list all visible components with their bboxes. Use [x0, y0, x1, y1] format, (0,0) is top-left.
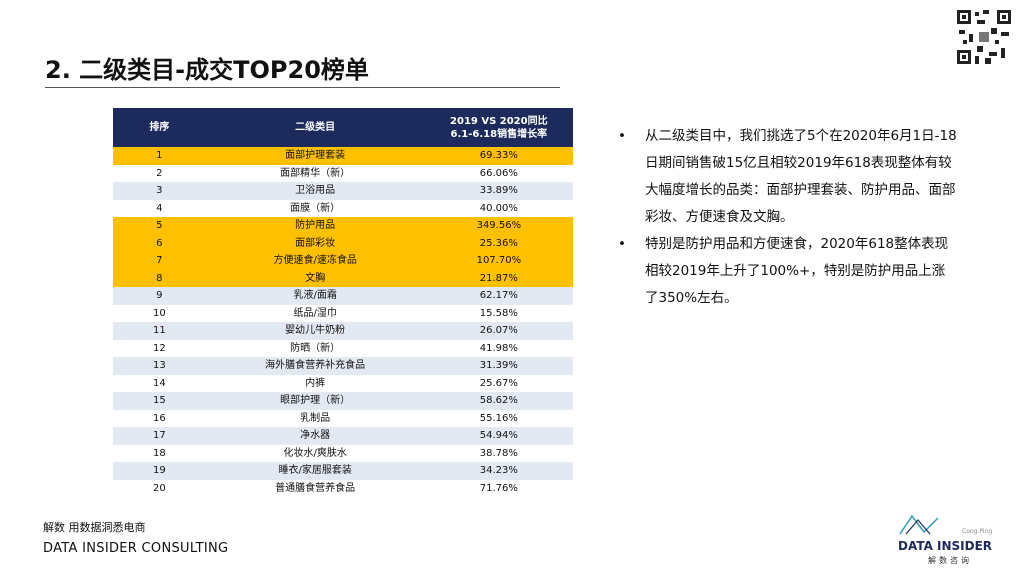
table-row: 14 内裤 25.67% — [113, 375, 573, 393]
column-header: 二级类目 — [205, 108, 425, 147]
table-cell: 净水器 — [205, 427, 425, 445]
table-cell: 乳液/面霜 — [205, 287, 425, 305]
bullet-item: 从二级类目中，我们挑选了5个在2020年6月1日-18日期间销售破15亿且相较2… — [618, 123, 958, 231]
table-row: 11 婴幼儿牛奶粉 26.07% — [113, 322, 573, 340]
table-cell: 19 — [113, 462, 206, 480]
table-row: 12 防晒（新） 41.98% — [113, 340, 573, 358]
table-row: 17 净水器 54.94% — [113, 427, 573, 445]
table-cell: 面膜（新） — [290, 202, 341, 214]
table-row: 1 面部护理套装 69.33% — [113, 147, 573, 165]
column-header: 2019 VS 2020同比 6.1-6.18销售增长率 — [424, 108, 573, 147]
table-cell: 纸品/湿巾 — [293, 307, 337, 319]
footer-tagline: 解数 用数据洞悉电商 — [43, 521, 146, 534]
qr-code — [955, 8, 1013, 66]
table-cell: 7 — [113, 252, 206, 270]
table-cell: 15.58% — [479, 307, 518, 319]
table-row: 9 乳液/面霜 62.17% — [113, 287, 573, 305]
table-cell: 16 — [152, 412, 166, 424]
table-cell: 349.56% — [424, 217, 573, 235]
table-cell: 38.78% — [479, 447, 518, 459]
table-cell: 普通膳食营养食品 — [275, 482, 356, 494]
table-row: 13 海外膳食营养补充食品 31.39% — [113, 357, 573, 375]
table-cell: 3 — [113, 182, 206, 200]
column-header: 排序 — [113, 108, 206, 147]
table-row: 19 睡衣/家居服套装 34.23% — [113, 462, 573, 480]
title-rule — [45, 87, 560, 88]
logo-name: DATA INSIDER — [898, 539, 993, 553]
table-cell: 55.16% — [479, 412, 518, 424]
table-cell: 25.67% — [479, 377, 518, 389]
table-cell: 11 — [113, 322, 206, 340]
table-row: 15 眼部护理（新） 58.62% — [113, 392, 573, 410]
table-row: 10 纸品/湿巾 15.58% — [113, 305, 573, 323]
table-row: 16 乳制品 55.16% — [113, 410, 573, 428]
table-cell: 2 — [156, 167, 163, 179]
table-cell: 18 — [152, 447, 166, 459]
table-cell: 41.98% — [479, 342, 518, 354]
table-body: 1 面部护理套装 69.33% 2 面部精华（新） 66.06% 3 卫浴用品 33.89% 4 面… — [113, 147, 573, 497]
header-row: 排序 二级类目 2019 VS 2020同比 6.1-6.18销售增长率 — [113, 108, 573, 147]
table-cell: 方便速食/速冻食品 — [205, 252, 425, 270]
table-row: 18 化妆水/爽肤水 38.78% — [113, 445, 573, 463]
table-cell: 面部护理套装 — [205, 147, 425, 165]
table-cell: 20 — [152, 482, 166, 494]
table-cell: 25.36% — [424, 234, 573, 252]
table-cell: 62.17% — [424, 287, 573, 305]
table-cell: 21.87% — [424, 269, 573, 287]
table-cell: 内裤 — [305, 377, 326, 389]
table-cell: 防晒（新） — [290, 342, 341, 354]
table-cell: 眼部护理（新） — [205, 392, 425, 410]
table-row: 8 文胸 21.87% — [113, 269, 573, 287]
table-cell: 化妆水/爽肤水 — [283, 447, 347, 459]
bullet-list: 从二级类目中，我们挑选了5个在2020年6月1日-18日期间销售破15亿且相较2… — [618, 123, 958, 312]
table-cell: 4 — [156, 202, 163, 214]
table-cell: 婴幼儿牛奶粉 — [205, 322, 425, 340]
table-cell: 71.76% — [479, 482, 518, 494]
logo-signature: Cong.Ping — [962, 528, 993, 535]
table-cell: 15 — [113, 392, 206, 410]
table-cell: 6 — [113, 234, 206, 252]
table-cell: 9 — [113, 287, 206, 305]
bullet-item: 特别是防护用品和方便速食，2020年618整体表现相较2019年上升了100%+… — [618, 231, 958, 312]
table-cell: 5 — [113, 217, 206, 235]
table-row: 3 卫浴用品 33.89% — [113, 182, 573, 200]
ranking-table: 排序 二级类目 2019 VS 2020同比 6.1-6.18销售增长率 1 面部护理… — [113, 108, 573, 497]
table-cell: 乳制品 — [300, 412, 331, 424]
table-cell: 107.70% — [424, 252, 573, 270]
table-cell: 面部彩妆 — [205, 234, 425, 252]
table-cell: 1 — [113, 147, 206, 165]
table-cell: 40.00% — [479, 202, 518, 214]
table-cell: 17 — [113, 427, 206, 445]
table-cell: 54.94% — [424, 427, 573, 445]
table-row: 7 方便速食/速冻食品 107.70% — [113, 252, 573, 270]
table-cell: 13 — [113, 357, 206, 375]
table-cell: 31.39% — [424, 357, 573, 375]
logo-subtitle: 解数咨询 — [928, 556, 972, 565]
table-row: 2 面部精华（新） 66.06% — [113, 165, 573, 183]
table-cell: 12 — [152, 342, 166, 354]
table-cell: 14 — [152, 377, 166, 389]
table-cell: 66.06% — [479, 167, 518, 179]
table-cell: 10 — [152, 307, 166, 319]
table-cell: 防护用品 — [205, 217, 425, 235]
footer-company: DATA INSIDER CONSULTING — [43, 541, 229, 556]
table-cell: 34.23% — [424, 462, 573, 480]
slide-title: 2. 二级类目-成交TOP20榜单 — [45, 56, 369, 84]
table-cell: 卫浴用品 — [205, 182, 425, 200]
table-cell: 33.89% — [424, 182, 573, 200]
table-cell: 26.07% — [424, 322, 573, 340]
table-row: 6 面部彩妆 25.36% — [113, 234, 573, 252]
table-row: 20 普通膳食营养食品 71.76% — [113, 480, 573, 498]
table-cell: 睡衣/家居服套装 — [205, 462, 425, 480]
logo-mark — [899, 514, 939, 535]
table-cell: 58.62% — [424, 392, 573, 410]
table-cell: 海外膳食营养补充食品 — [205, 357, 425, 375]
table-cell: 8 — [113, 269, 206, 287]
table-row: 5 防护用品 349.56% — [113, 217, 573, 235]
table-row: 4 面膜（新） 40.00% — [113, 200, 573, 218]
table-cell: 面部精华（新） — [280, 167, 351, 179]
table-cell: 69.33% — [424, 147, 573, 165]
table-cell: 文胸 — [205, 269, 425, 287]
